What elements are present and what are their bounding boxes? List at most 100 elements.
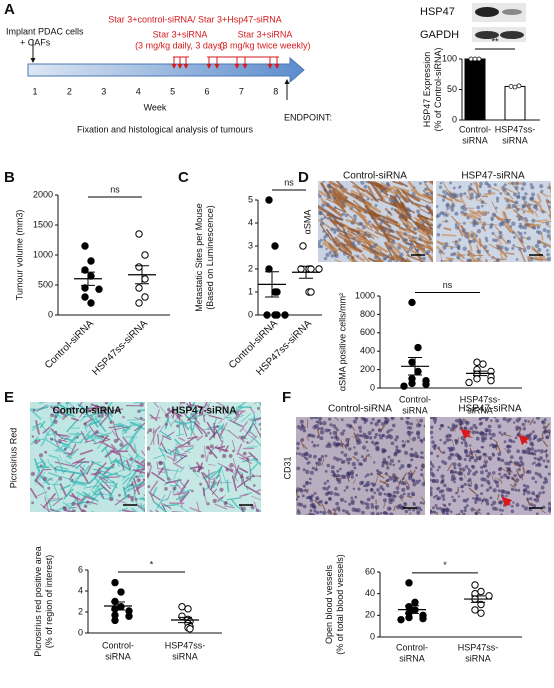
nucleus: [395, 435, 399, 439]
nucleus: [509, 455, 514, 460]
nucleus: [454, 225, 460, 230]
y-tick-label: 0: [452, 114, 457, 124]
nucleus: [526, 447, 531, 452]
texture: [139, 408, 145, 412]
nucleus: [337, 243, 341, 246]
texture: [54, 437, 59, 447]
texture: [504, 224, 512, 234]
nucleus: [513, 483, 517, 486]
nucleus: [448, 192, 453, 197]
point: [263, 311, 271, 319]
point: [411, 598, 419, 607]
nucleus: [369, 472, 373, 476]
nucleus: [410, 447, 414, 451]
texture: [99, 472, 115, 484]
nucleus: [353, 446, 356, 449]
nucleus: [468, 458, 472, 461]
texture: [236, 477, 252, 488]
texture: [445, 210, 451, 216]
nucleus: [461, 490, 464, 493]
texture: [136, 464, 144, 469]
nucleus: [488, 432, 492, 436]
nucleus: [164, 487, 168, 491]
nucleus: [400, 464, 405, 469]
texture: [50, 463, 58, 474]
nucleus: [530, 185, 535, 190]
nucleus: [439, 181, 443, 185]
nucleus: [527, 420, 531, 423]
nucleus: [457, 462, 462, 468]
nucleus: [69, 406, 73, 410]
texture: [365, 189, 379, 203]
nucleus: [437, 225, 441, 229]
nucleus: [372, 250, 376, 254]
point: [400, 382, 408, 390]
texture: [422, 193, 433, 200]
y-tick-label: 60: [365, 566, 375, 576]
nucleus: [450, 246, 454, 250]
texture: [534, 211, 539, 218]
nucleus: [376, 488, 380, 492]
nucleus: [373, 435, 377, 439]
texture: [155, 409, 160, 421]
nucleus: [471, 430, 476, 435]
texture: [86, 405, 91, 413]
texture: [140, 458, 145, 464]
texture: [428, 181, 433, 186]
texture: [245, 485, 261, 496]
nucleus: [452, 477, 457, 481]
nucleus: [492, 471, 496, 475]
nucleus: [327, 509, 332, 515]
nucleus: [463, 212, 467, 216]
nucleus: [50, 413, 54, 418]
nucleus: [398, 481, 401, 484]
texture: [493, 214, 506, 223]
nucleus: [323, 238, 326, 241]
nucleus: [223, 501, 228, 506]
texture: [371, 209, 380, 217]
dose-text: Star 3+siRNA: [238, 29, 293, 39]
nucleus: [430, 478, 432, 482]
nucleus: [509, 417, 512, 421]
nucleus: [352, 419, 358, 424]
texture: [139, 502, 145, 512]
nucleus: [327, 212, 331, 216]
texture: [166, 469, 180, 472]
nucleus: [497, 457, 502, 462]
nucleus: [353, 451, 358, 456]
nucleus: [344, 500, 347, 503]
nucleus: [470, 192, 474, 196]
nucleus: [406, 421, 410, 426]
nucleus: [342, 509, 346, 513]
texture: [149, 480, 159, 493]
stain-label: Picrosirius Red: [8, 428, 18, 489]
texture: [231, 475, 238, 492]
nucleus: [441, 198, 446, 202]
texture: [177, 445, 195, 448]
texture: [522, 466, 526, 474]
texture: [74, 470, 90, 480]
nucleus: [129, 495, 134, 500]
texture: [548, 237, 551, 242]
micrograph: [318, 181, 433, 262]
y-tick-label: 500: [38, 279, 53, 289]
texture: [398, 230, 417, 242]
texture: [305, 514, 309, 515]
nucleus: [495, 196, 500, 201]
nucleus: [340, 474, 345, 479]
nucleus: [339, 185, 344, 190]
nucleus: [355, 473, 359, 477]
nucleus: [411, 236, 415, 239]
nucleus: [206, 502, 210, 506]
nucleus: [409, 422, 414, 426]
texture: [470, 230, 478, 237]
nucleus: [366, 480, 370, 485]
nucleus: [498, 472, 502, 476]
nucleus: [403, 232, 407, 236]
texture: [543, 423, 550, 432]
nucleus: [339, 497, 345, 503]
texture: [360, 192, 371, 200]
texture: [88, 470, 102, 485]
nucleus: [463, 482, 467, 486]
texture: [94, 478, 106, 491]
